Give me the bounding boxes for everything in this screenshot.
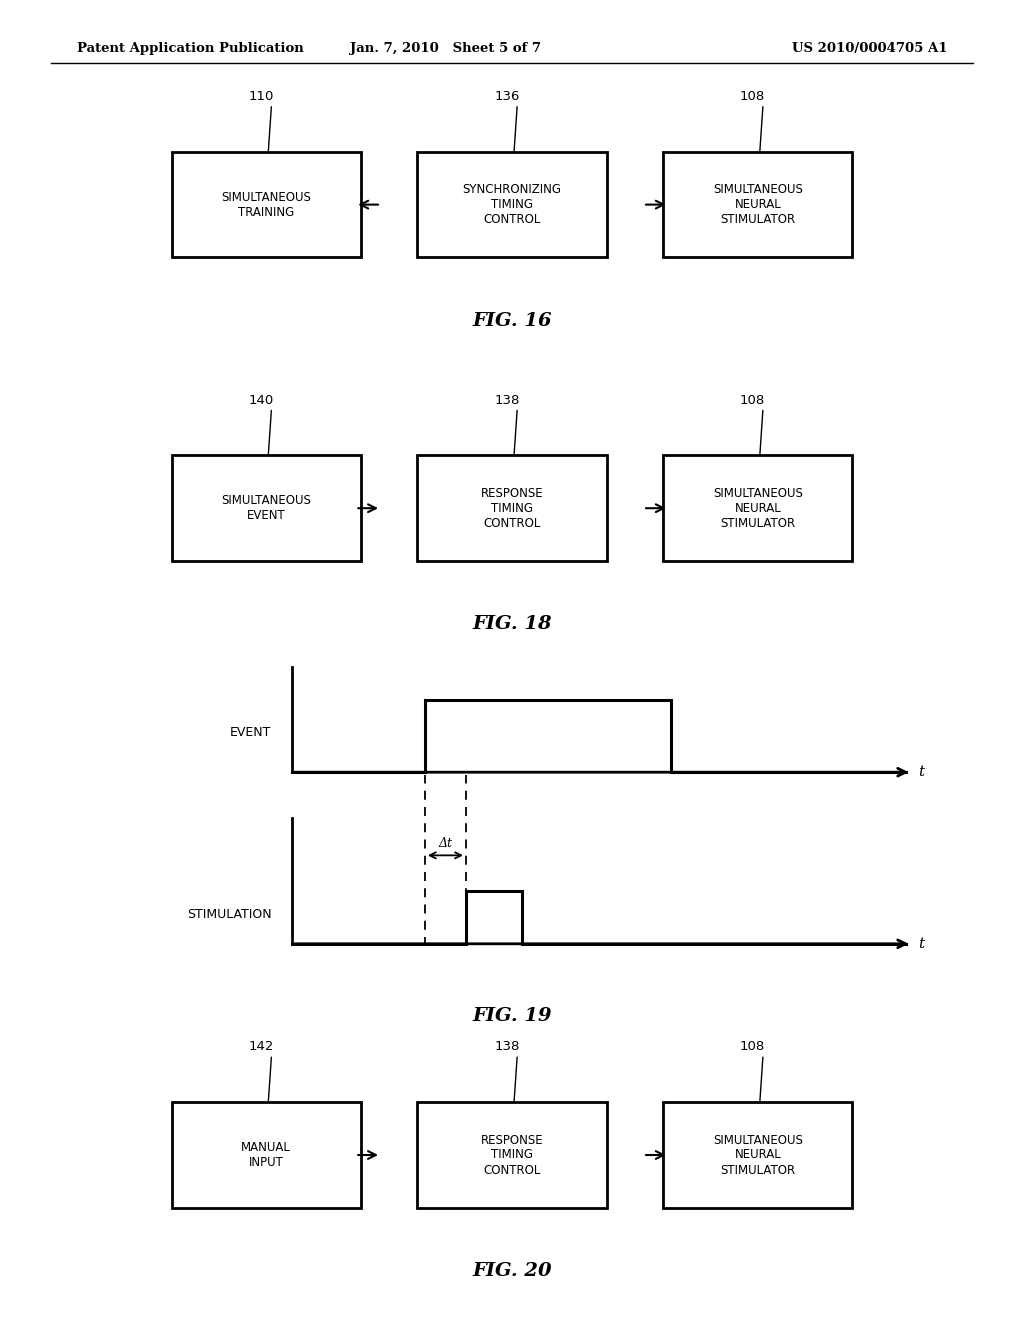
Bar bbox=[172, 455, 361, 561]
Text: Δt: Δt bbox=[438, 837, 453, 850]
Text: US 2010/0004705 A1: US 2010/0004705 A1 bbox=[792, 42, 947, 55]
Bar bbox=[664, 152, 852, 257]
Text: t: t bbox=[919, 937, 925, 950]
Text: RESPONSE
TIMING
CONTROL: RESPONSE TIMING CONTROL bbox=[480, 487, 544, 529]
Text: Jan. 7, 2010   Sheet 5 of 7: Jan. 7, 2010 Sheet 5 of 7 bbox=[350, 42, 541, 55]
Bar bbox=[418, 1102, 606, 1208]
Text: SIMULTANEOUS
TRAINING: SIMULTANEOUS TRAINING bbox=[221, 190, 311, 219]
Text: 108: 108 bbox=[740, 1040, 765, 1053]
Bar bbox=[418, 152, 606, 257]
Text: RESPONSE
TIMING
CONTROL: RESPONSE TIMING CONTROL bbox=[480, 1134, 544, 1176]
Text: FIG. 19: FIG. 19 bbox=[472, 1007, 552, 1026]
Text: EVENT: EVENT bbox=[230, 726, 271, 739]
Text: 138: 138 bbox=[495, 1040, 519, 1053]
Text: SYNCHRONIZING
TIMING
CONTROL: SYNCHRONIZING TIMING CONTROL bbox=[463, 183, 561, 226]
Text: STIMULATION: STIMULATION bbox=[186, 908, 271, 921]
Bar bbox=[172, 1102, 361, 1208]
Text: Patent Application Publication: Patent Application Publication bbox=[77, 42, 303, 55]
Bar bbox=[172, 152, 361, 257]
Text: 140: 140 bbox=[249, 393, 273, 407]
Text: 142: 142 bbox=[249, 1040, 273, 1053]
Text: 136: 136 bbox=[495, 90, 519, 103]
Text: 110: 110 bbox=[249, 90, 273, 103]
Text: SIMULTANEOUS
NEURAL
STIMULATOR: SIMULTANEOUS NEURAL STIMULATOR bbox=[713, 183, 803, 226]
Text: 138: 138 bbox=[495, 393, 519, 407]
Text: SIMULTANEOUS
NEURAL
STIMULATOR: SIMULTANEOUS NEURAL STIMULATOR bbox=[713, 487, 803, 529]
Text: 108: 108 bbox=[740, 90, 765, 103]
Text: FIG. 16: FIG. 16 bbox=[472, 312, 552, 330]
Text: MANUAL
INPUT: MANUAL INPUT bbox=[242, 1140, 291, 1170]
Text: 108: 108 bbox=[740, 393, 765, 407]
Bar bbox=[664, 1102, 852, 1208]
Bar bbox=[418, 455, 606, 561]
Text: SIMULTANEOUS
EVENT: SIMULTANEOUS EVENT bbox=[221, 494, 311, 523]
Bar bbox=[664, 455, 852, 561]
Text: FIG. 18: FIG. 18 bbox=[472, 615, 552, 634]
Text: SIMULTANEOUS
NEURAL
STIMULATOR: SIMULTANEOUS NEURAL STIMULATOR bbox=[713, 1134, 803, 1176]
Text: t: t bbox=[919, 766, 925, 779]
Text: FIG. 20: FIG. 20 bbox=[472, 1262, 552, 1280]
